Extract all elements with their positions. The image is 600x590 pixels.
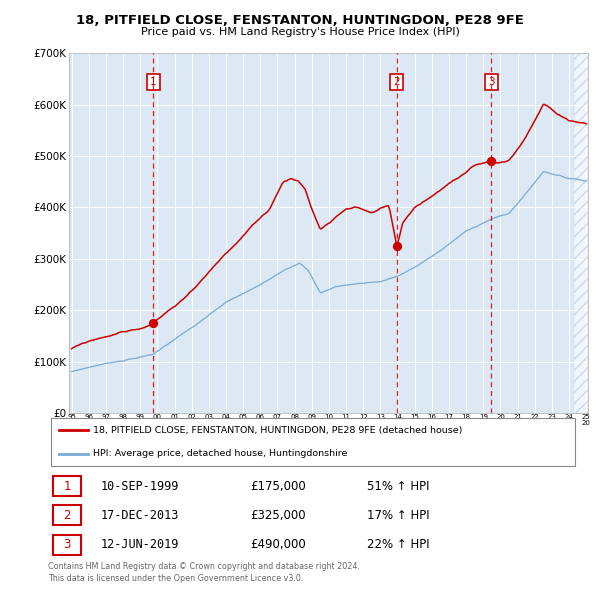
Text: 22% ↑ HPI: 22% ↑ HPI xyxy=(367,538,429,551)
FancyBboxPatch shape xyxy=(50,418,575,466)
Text: 3: 3 xyxy=(64,538,71,551)
Text: Price paid vs. HM Land Registry's House Price Index (HPI): Price paid vs. HM Land Registry's House … xyxy=(140,27,460,37)
Text: 1: 1 xyxy=(64,480,71,493)
Point xyxy=(392,241,401,251)
Text: 51% ↑ HPI: 51% ↑ HPI xyxy=(367,480,429,493)
Text: 12-JUN-2019: 12-JUN-2019 xyxy=(101,538,179,551)
FancyBboxPatch shape xyxy=(53,506,81,526)
Text: Contains HM Land Registry data © Crown copyright and database right 2024.
This d: Contains HM Land Registry data © Crown c… xyxy=(48,562,360,583)
Text: 2: 2 xyxy=(394,77,400,87)
Text: 17-DEC-2013: 17-DEC-2013 xyxy=(101,509,179,522)
Point xyxy=(486,156,496,166)
Text: 1: 1 xyxy=(150,77,157,87)
Text: HPI: Average price, detached house, Huntingdonshire: HPI: Average price, detached house, Hunt… xyxy=(93,450,347,458)
Point xyxy=(148,319,158,328)
FancyBboxPatch shape xyxy=(53,476,81,496)
Text: £490,000: £490,000 xyxy=(250,538,305,551)
Text: 18, PITFIELD CLOSE, FENSTANTON, HUNTINGDON, PE28 9FE: 18, PITFIELD CLOSE, FENSTANTON, HUNTINGD… xyxy=(76,14,524,27)
Text: £325,000: £325,000 xyxy=(250,509,305,522)
Text: 10-SEP-1999: 10-SEP-1999 xyxy=(101,480,179,493)
Text: 18, PITFIELD CLOSE, FENSTANTON, HUNTINGDON, PE28 9FE (detached house): 18, PITFIELD CLOSE, FENSTANTON, HUNTINGD… xyxy=(93,426,463,435)
Text: 17% ↑ HPI: 17% ↑ HPI xyxy=(367,509,429,522)
Text: 2: 2 xyxy=(64,509,71,522)
Text: £175,000: £175,000 xyxy=(250,480,305,493)
FancyBboxPatch shape xyxy=(53,535,81,555)
Text: 3: 3 xyxy=(488,77,494,87)
